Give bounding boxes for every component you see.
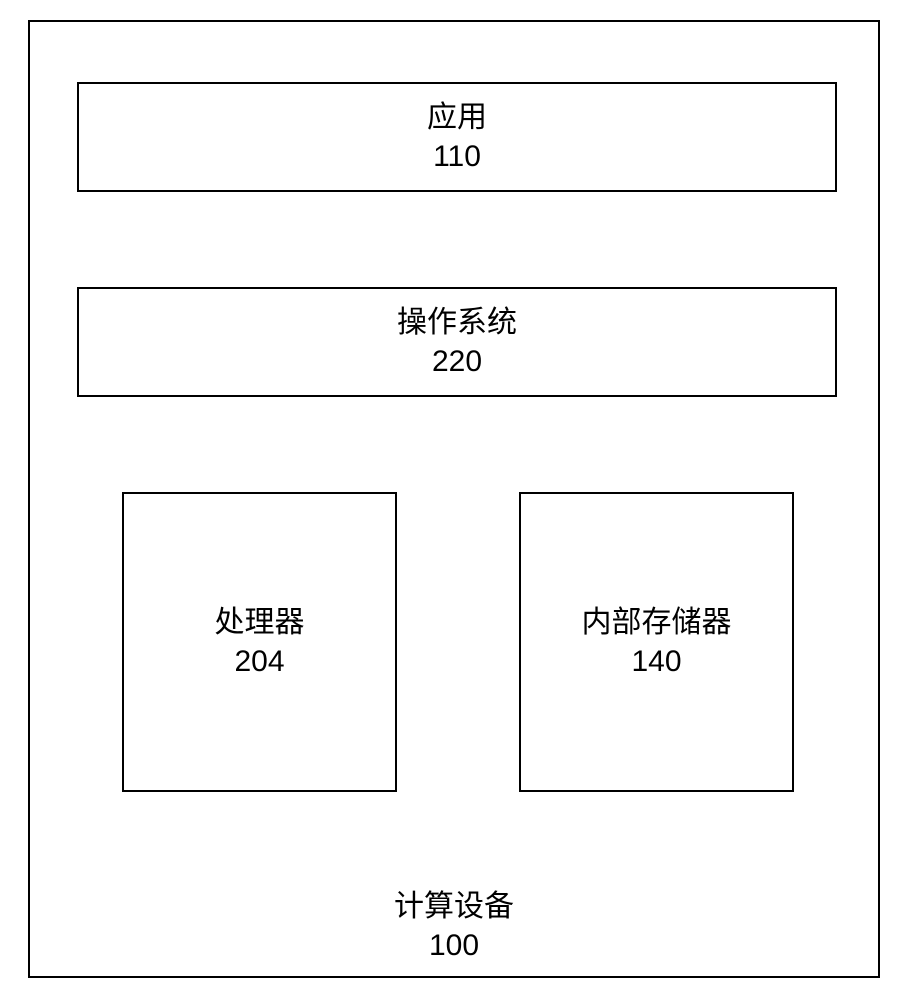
block-os: 操作系统 220 — [77, 287, 837, 397]
block-os-label: 操作系统 — [397, 303, 517, 342]
block-memory: 内部存储器 140 — [519, 492, 794, 792]
block-memory-number: 140 — [631, 642, 681, 681]
block-app: 应用 110 — [77, 82, 837, 192]
block-app-label: 应用 — [427, 98, 487, 137]
outer-label: 计算设备 — [30, 887, 878, 926]
block-memory-label: 内部存储器 — [582, 603, 732, 642]
block-processor: 处理器 204 — [122, 492, 397, 792]
block-processor-label: 处理器 — [215, 603, 305, 642]
outer-number: 100 — [30, 926, 878, 965]
block-os-number: 220 — [432, 342, 482, 381]
block-processor-number: 204 — [234, 642, 284, 681]
block-app-number: 110 — [433, 137, 481, 176]
outer-container: 应用 110 操作系统 220 处理器 204 内部存储器 140 计算设备 1… — [28, 20, 880, 978]
outer-footer: 计算设备 100 — [30, 887, 878, 965]
